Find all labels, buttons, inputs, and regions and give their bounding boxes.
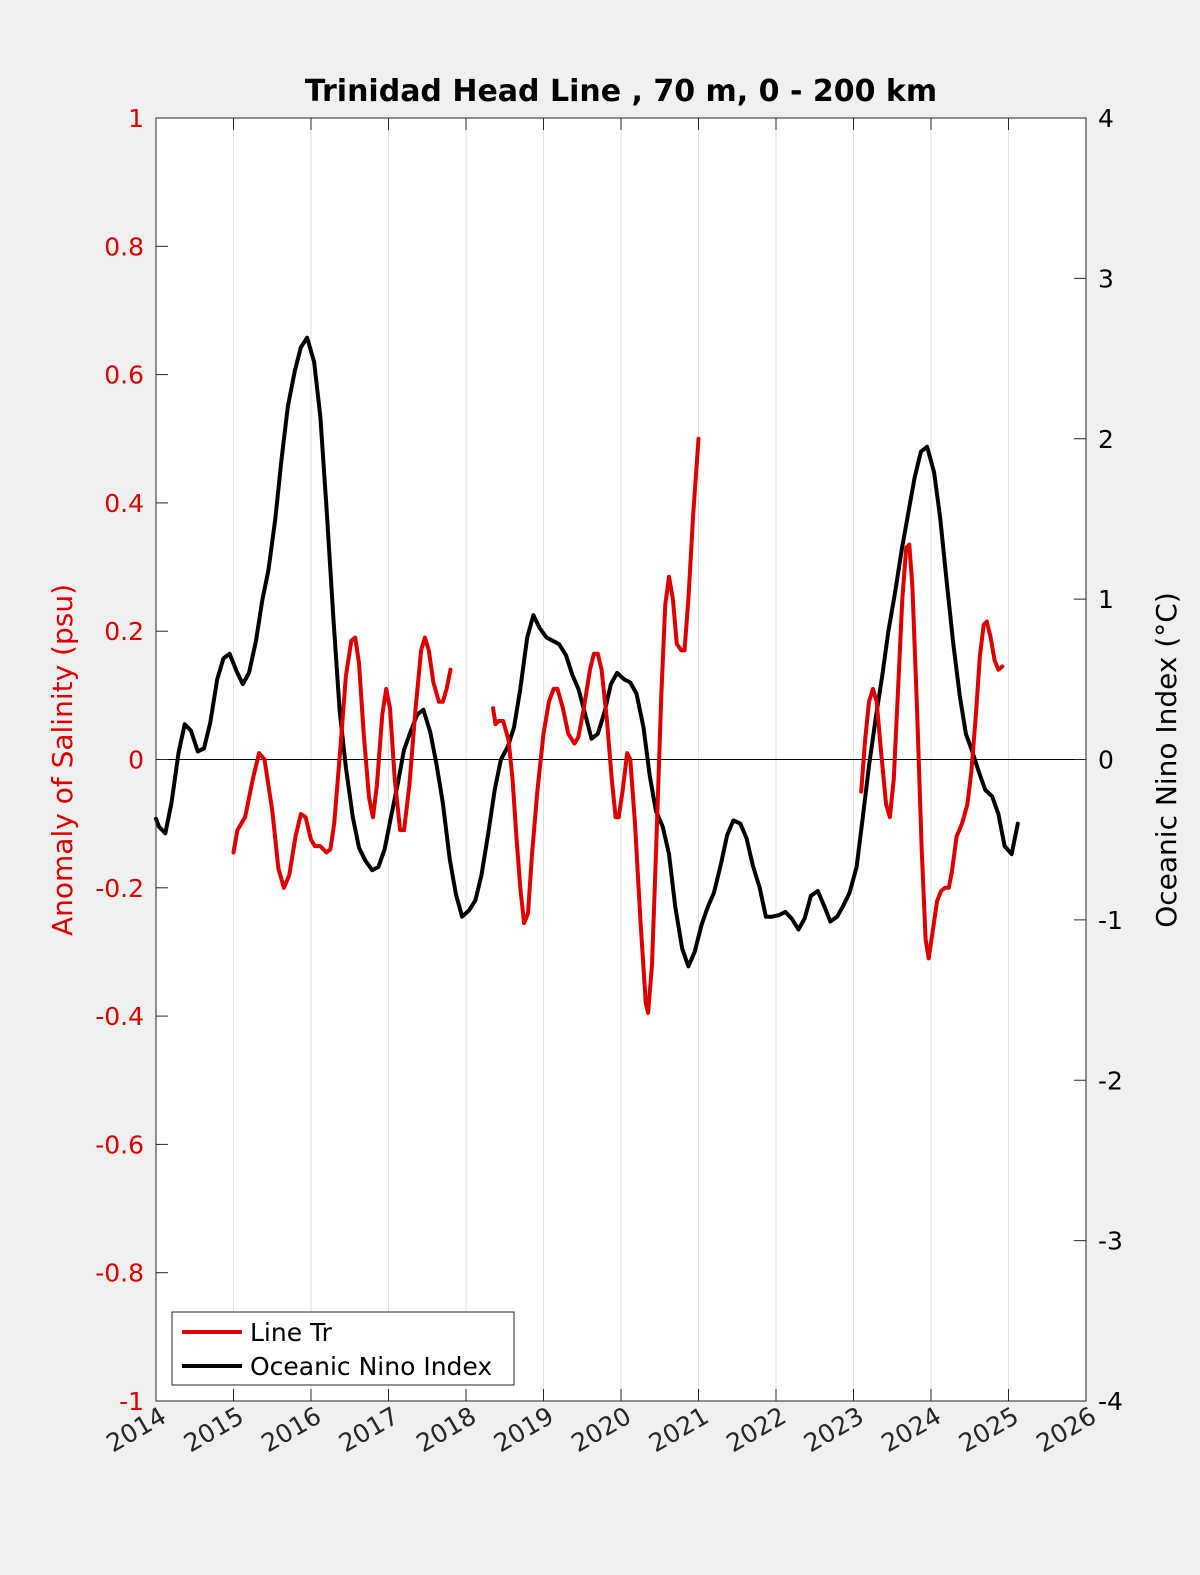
right-tick-label: -2 [1098,1066,1123,1095]
left-tick-label: 1 [128,104,144,133]
right-tick-label: -3 [1098,1227,1123,1256]
left-axis-ticks: -1 -0.8 -0.6 -0.4 -0.2 0 0.2 0.4 0.6 0.8 1 [95,104,168,1416]
left-tick-label: 0.8 [104,232,144,261]
right-tick-label: -4 [1098,1387,1123,1416]
left-tick-label: 0.6 [104,361,144,390]
left-tick-label: -0.8 [95,1259,144,1288]
chart-title: Trinidad Head Line , 70 m, 0 - 200 km [305,74,937,109]
left-tick-label: 0.4 [104,489,144,518]
right-tick-label: -1 [1098,906,1123,935]
series-line-line-tr-seg-2 [859,542,1005,961]
right-tick-label: 3 [1098,264,1114,293]
series-layer [154,335,1020,1015]
series-line-oceanic-nino-index-seg-0 [154,335,1020,969]
left-tick-label: -0.6 [95,1130,144,1159]
series-line-line-tr-seg-0 [231,635,453,890]
right-tick-label: 0 [1098,746,1114,775]
legend[interactable]: Line Tr Oceanic Nino Index [171,1311,515,1386]
left-axis-label: Anomaly of Salinity (psu) [46,584,79,936]
legend-label-line-tr: Line Tr [250,1318,333,1347]
right-tick-label: 2 [1098,425,1114,454]
legend-label-oni: Oceanic Nino Index [250,1352,492,1381]
right-tick-label: 1 [1098,585,1114,614]
right-axis-ticks: -4 -3 -2 -1 0 1 2 3 4 [1074,104,1123,1416]
left-tick-label: 0.2 [104,617,144,646]
legend-box [171,1311,515,1386]
right-axis-label: Oceanic Nino Index (°C) [1150,592,1183,928]
left-tick-label: -0.4 [95,1002,144,1031]
left-tick-label: -1 [119,1387,144,1416]
series-line-line-tr-seg-1 [491,436,701,1015]
right-tick-label: 4 [1098,104,1114,133]
left-tick-label: 0 [128,746,144,775]
left-tick-label: -0.2 [95,874,144,903]
